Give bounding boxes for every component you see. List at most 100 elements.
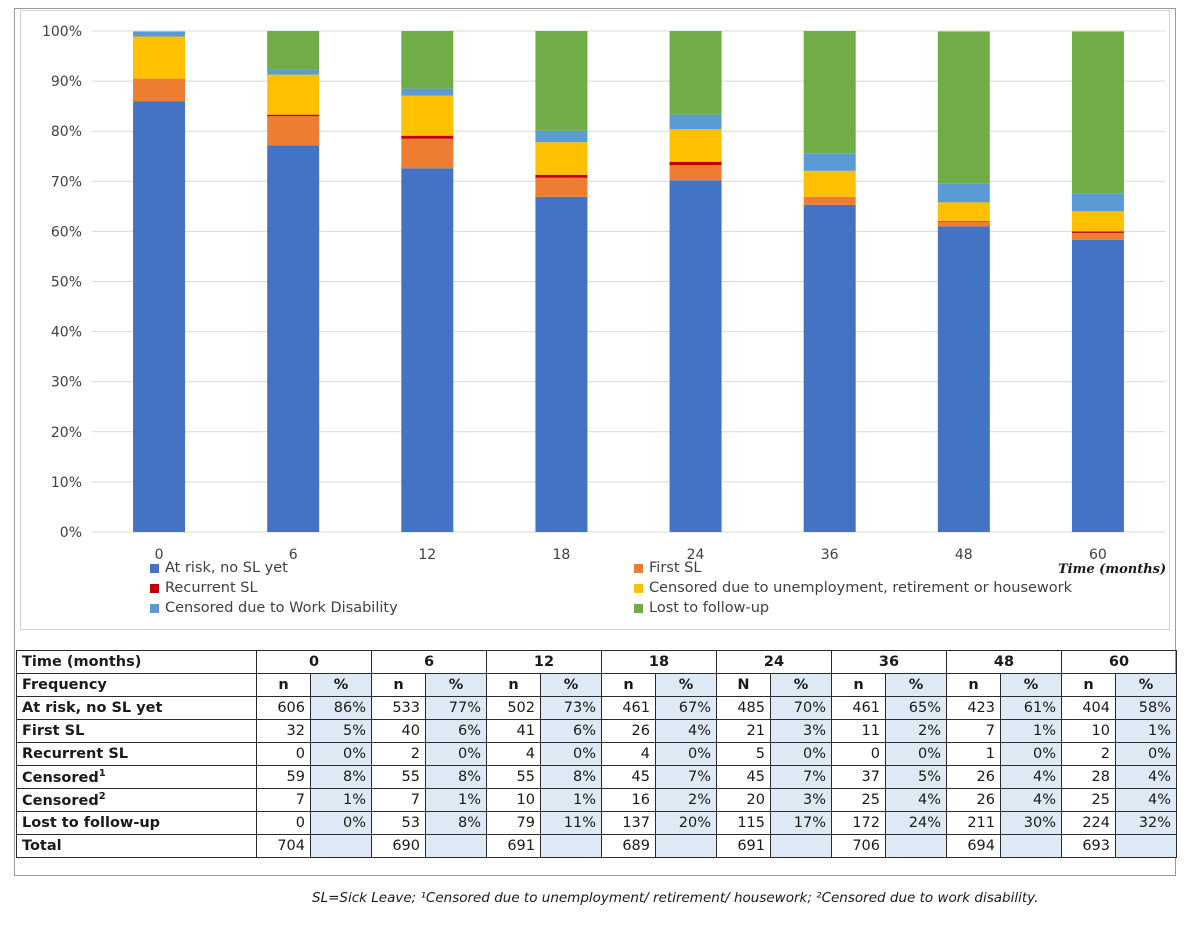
row-label-text: First SL bbox=[22, 723, 85, 739]
y-tick-label: 40% bbox=[51, 325, 82, 341]
percent-cell: 0% bbox=[310, 742, 372, 766]
table-row: First SL 32 5% 40 6% 41 6% 26 4% 21 3% 11 2% 7 1% 10 1% bbox=[16, 719, 1177, 743]
count-cell: 40 bbox=[371, 719, 426, 743]
bar-segment-3-0 bbox=[133, 36, 186, 79]
percent-cell bbox=[540, 834, 602, 858]
count-cell: 11 bbox=[831, 719, 886, 743]
percent-cell: 3% bbox=[770, 788, 832, 812]
table-row: Censored2 7 1% 7 1% 10 1% 16 2% 20 3% 25 4% 26 4% 25 4% bbox=[16, 788, 1177, 812]
stacked-bar-chart: 0% 10% 20% 30% 40% 50% 60% 70% 80% 90% 100% 0 6 12 18 2… bbox=[42, 24, 1165, 563]
y-tick-label: 10% bbox=[51, 475, 82, 491]
bar-segment-0-0 bbox=[133, 101, 186, 532]
legend-item: At risk, no SL yet bbox=[150, 560, 288, 576]
count-cell: 79 bbox=[486, 811, 541, 835]
bar-segment-1-24 bbox=[669, 165, 722, 181]
row-label: Censored2 bbox=[16, 788, 257, 812]
bar-segment-2-24 bbox=[669, 161, 722, 166]
percent-cell: 2% bbox=[655, 788, 717, 812]
count-cell: 41 bbox=[486, 719, 541, 743]
count-cell: 461 bbox=[831, 696, 886, 720]
bar-segment-1-18 bbox=[535, 177, 588, 197]
bar-segment-0-6 bbox=[267, 145, 320, 532]
count-cell: 2 bbox=[371, 742, 426, 766]
x-tick-label: 0 bbox=[155, 547, 164, 563]
percent-cell: 8% bbox=[540, 765, 602, 789]
count-cell: 7 bbox=[946, 719, 1001, 743]
y-tick-label: 70% bbox=[51, 174, 82, 190]
timepoint-header: 36 bbox=[831, 650, 947, 674]
percent-cell: 0% bbox=[310, 811, 372, 835]
percent-cell: 1% bbox=[1115, 719, 1177, 743]
count-cell: 211 bbox=[946, 811, 1001, 835]
bar-segment-1-12 bbox=[401, 138, 454, 169]
count-cell: 32 bbox=[256, 719, 311, 743]
count-cell: 689 bbox=[601, 834, 656, 858]
bar-segment-3-36 bbox=[803, 170, 856, 197]
count-subheader: N bbox=[716, 673, 771, 697]
percent-cell bbox=[655, 834, 717, 858]
percent-cell bbox=[425, 834, 487, 858]
bar-segment-1-0 bbox=[133, 78, 186, 102]
count-subheader: n bbox=[601, 673, 656, 697]
percent-subheader: % bbox=[655, 673, 717, 697]
count-cell: 404 bbox=[1061, 696, 1116, 720]
count-cell: 693 bbox=[1061, 834, 1116, 858]
percent-cell: 1% bbox=[310, 788, 372, 812]
bar-segment-0-12 bbox=[401, 168, 454, 533]
percent-cell: 1% bbox=[425, 788, 487, 812]
count-cell: 0 bbox=[256, 742, 311, 766]
timepoint-header: 18 bbox=[601, 650, 717, 674]
legend-label: At risk, no SL yet bbox=[165, 560, 288, 576]
count-cell: 691 bbox=[716, 834, 771, 858]
percent-cell: 67% bbox=[655, 696, 717, 720]
percent-cell: 32% bbox=[1115, 811, 1177, 835]
count-cell: 461 bbox=[601, 696, 656, 720]
footnote: SL=Sick Leave; ¹Censored due to unemploy… bbox=[312, 890, 1039, 906]
count-cell: 21 bbox=[716, 719, 771, 743]
x-axis-unit-label: Time (months) bbox=[1058, 562, 1167, 577]
count-cell: 533 bbox=[371, 696, 426, 720]
percent-cell: 4% bbox=[1000, 765, 1062, 789]
table-row: Recurrent SL 0 0% 2 0% 4 0% 4 0% 5 0% 0 0% 1 0% 2 0% bbox=[16, 742, 1177, 766]
legend-label: Censored due to unemployment, retirement… bbox=[649, 580, 1073, 596]
chart-area bbox=[20, 10, 1170, 630]
count-cell: 137 bbox=[601, 811, 656, 835]
count-cell: 59 bbox=[256, 765, 311, 789]
count-subheader: n bbox=[1061, 673, 1116, 697]
table-row: At risk, no SL yet 606 86% 533 77% 502 73% 461 6… bbox=[16, 696, 1177, 720]
legend-label: Recurrent SL bbox=[165, 580, 258, 596]
count-cell: 26 bbox=[946, 765, 1001, 789]
count-cell: 694 bbox=[946, 834, 1001, 858]
legend-swatch bbox=[150, 563, 159, 573]
percent-cell: 30% bbox=[1000, 811, 1062, 835]
percent-cell: 5% bbox=[310, 719, 372, 743]
count-cell: 423 bbox=[946, 696, 1001, 720]
percent-cell: 6% bbox=[540, 719, 602, 743]
legend-item: Recurrent SL bbox=[150, 580, 258, 596]
bar-segment-5-60 bbox=[1071, 31, 1124, 194]
table-row: Censored1 59 8% 55 8% 55 8% 45 7% 45 7% 37 5% 26 4% 28 4… bbox=[16, 765, 1177, 789]
percent-subheader: % bbox=[1115, 673, 1177, 697]
y-tick-label: 100% bbox=[42, 24, 82, 40]
bar-segment-0-36 bbox=[803, 204, 856, 533]
bar-segment-4-24 bbox=[669, 114, 722, 130]
y-tick-label: 0% bbox=[60, 525, 82, 541]
bar-segment-5-18 bbox=[535, 31, 588, 131]
count-cell: 10 bbox=[1061, 719, 1116, 743]
count-cell: 502 bbox=[486, 696, 541, 720]
percent-cell: 8% bbox=[425, 811, 487, 835]
row-label-superscript: 1 bbox=[98, 768, 106, 780]
bar-segment-4-60 bbox=[1071, 193, 1124, 212]
legend-label: Censored due to Work Disability bbox=[165, 600, 398, 616]
x-tick-label: 60 bbox=[1089, 547, 1107, 563]
percent-cell: 20% bbox=[655, 811, 717, 835]
percent-cell: 58% bbox=[1115, 696, 1177, 720]
count-cell: 5 bbox=[716, 742, 771, 766]
count-cell: 25 bbox=[831, 788, 886, 812]
row-label: Total bbox=[16, 834, 257, 858]
percent-cell: 0% bbox=[1000, 742, 1062, 766]
percent-cell bbox=[770, 834, 832, 858]
count-cell: 10 bbox=[486, 788, 541, 812]
count-cell: 0 bbox=[256, 811, 311, 835]
bar-segment-3-24 bbox=[669, 129, 722, 162]
